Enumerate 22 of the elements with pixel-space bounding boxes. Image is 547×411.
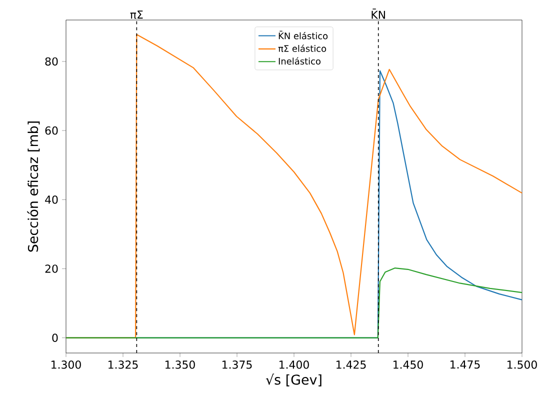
y-tick-label: 40	[45, 195, 58, 204]
y-axis-title: Sección eficaz [mb]	[27, 122, 40, 252]
x-tick-label: 1.375	[222, 360, 252, 369]
legend-label: Inelástico	[278, 57, 320, 65]
legend-label: K̄N elástico	[278, 30, 328, 40]
y-tick-label: 80	[45, 57, 58, 66]
ref-line-label: K̄N	[372, 8, 385, 19]
x-axis-title: √s [Gev]	[266, 374, 322, 386]
x-tick-label: 1.325	[108, 360, 138, 369]
x-tick-label: 1.400	[280, 360, 309, 369]
x-tick-label: 1.425	[336, 360, 366, 369]
legend-label: πΣ elástico	[278, 44, 326, 52]
ref-line-label: πΣ	[130, 10, 143, 19]
x-tick-label: 1.350	[166, 360, 195, 369]
y-tick-label: 0	[52, 334, 58, 342]
x-tick-label: 1.500	[508, 360, 537, 369]
y-tick-label: 20	[45, 264, 58, 273]
x-tick-label: 1.475	[450, 360, 480, 369]
x-tick-label: 1.300	[52, 360, 81, 369]
line-series	[65, 267, 523, 338]
x-tick-label: 1.450	[394, 360, 423, 369]
y-tick-label: 60	[45, 126, 58, 135]
